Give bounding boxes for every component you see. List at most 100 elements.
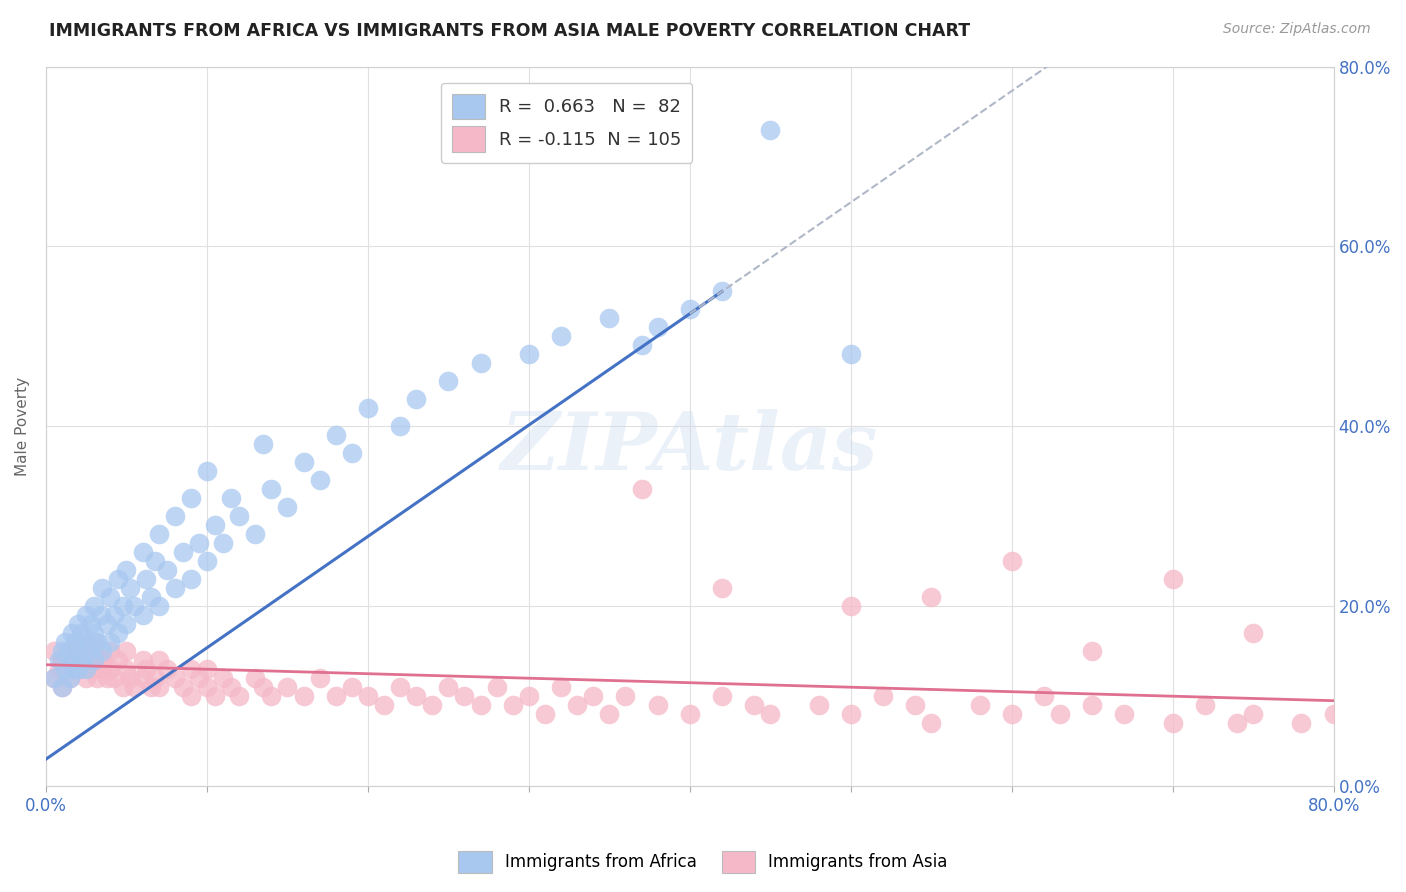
Point <box>420 698 443 713</box>
Point <box>63 635 86 649</box>
Point <box>59 644 82 658</box>
Point <box>920 716 942 731</box>
Point <box>187 671 209 685</box>
Point <box>920 591 942 605</box>
Point <box>195 464 218 478</box>
Point <box>195 680 218 694</box>
Point <box>51 680 73 694</box>
Point <box>115 644 138 658</box>
Point <box>630 338 652 352</box>
Point <box>51 644 73 658</box>
Point <box>228 689 250 703</box>
Point <box>969 698 991 713</box>
Point <box>872 689 894 703</box>
Point <box>904 698 927 713</box>
Point <box>124 599 146 614</box>
Point <box>131 671 153 685</box>
Point <box>1291 716 1313 731</box>
Point <box>180 491 202 506</box>
Point <box>614 689 637 703</box>
Point <box>80 653 103 667</box>
Point <box>292 689 315 703</box>
Point <box>91 644 114 658</box>
Point <box>103 671 125 685</box>
Point <box>70 662 93 676</box>
Point <box>405 392 427 407</box>
Point <box>212 536 235 550</box>
Point <box>550 329 572 343</box>
Point <box>90 608 112 623</box>
Point <box>437 680 460 694</box>
Point <box>60 653 83 667</box>
Point <box>212 671 235 685</box>
Point <box>51 653 73 667</box>
Point <box>245 671 267 685</box>
Point <box>742 698 765 713</box>
Point <box>124 680 146 694</box>
Text: ZIPAtlas: ZIPAtlas <box>501 409 879 487</box>
Point <box>156 563 179 577</box>
Point <box>598 707 620 722</box>
Point <box>357 401 380 416</box>
Point <box>219 491 242 506</box>
Point <box>340 680 363 694</box>
Point <box>131 608 153 623</box>
Point <box>148 599 170 614</box>
Point <box>252 680 274 694</box>
Point <box>70 653 93 667</box>
Point <box>180 689 202 703</box>
Point <box>59 644 82 658</box>
Point <box>405 689 427 703</box>
Point <box>839 599 862 614</box>
Point <box>711 581 734 595</box>
Point <box>839 347 862 361</box>
Point <box>204 689 226 703</box>
Point <box>83 626 105 640</box>
Point <box>172 680 194 694</box>
Point <box>148 680 170 694</box>
Point <box>373 698 395 713</box>
Point <box>115 662 138 676</box>
Point <box>647 698 669 713</box>
Point <box>118 671 141 685</box>
Y-axis label: Male Poverty: Male Poverty <box>15 376 30 476</box>
Point <box>679 707 702 722</box>
Point <box>195 554 218 568</box>
Point <box>502 698 524 713</box>
Point <box>187 536 209 550</box>
Point <box>131 545 153 559</box>
Point <box>115 617 138 632</box>
Point <box>131 653 153 667</box>
Point <box>145 671 167 685</box>
Point <box>139 591 162 605</box>
Point <box>91 653 114 667</box>
Point <box>839 707 862 722</box>
Point <box>163 509 186 524</box>
Point <box>75 644 97 658</box>
Point <box>148 527 170 541</box>
Point <box>325 689 347 703</box>
Legend: R =  0.663   N =  82, R = -0.115  N = 105: R = 0.663 N = 82, R = -0.115 N = 105 <box>441 83 692 163</box>
Point <box>67 653 90 667</box>
Point <box>103 608 125 623</box>
Point <box>70 626 93 640</box>
Point <box>163 671 186 685</box>
Point <box>204 518 226 533</box>
Point <box>1032 689 1054 703</box>
Point <box>63 662 86 676</box>
Point <box>98 635 121 649</box>
Point <box>517 347 540 361</box>
Point <box>517 689 540 703</box>
Point <box>83 599 105 614</box>
Point <box>470 698 492 713</box>
Point <box>308 473 330 487</box>
Point <box>60 626 83 640</box>
Point <box>180 662 202 676</box>
Point <box>252 437 274 451</box>
Point <box>228 509 250 524</box>
Point <box>107 653 129 667</box>
Point <box>75 662 97 676</box>
Point <box>325 428 347 442</box>
Point <box>83 653 105 667</box>
Point <box>389 419 412 434</box>
